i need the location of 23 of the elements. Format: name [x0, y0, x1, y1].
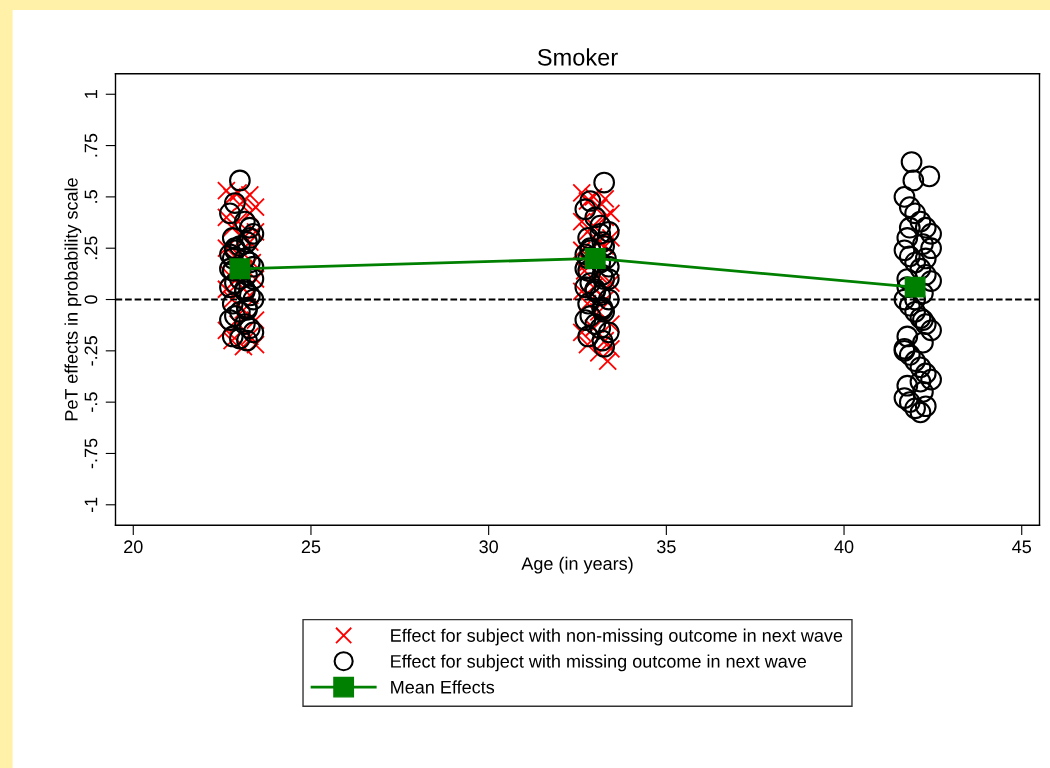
x-tick-label: 30 [479, 540, 498, 554]
y-tick-label: -.75 [84, 438, 98, 469]
point [904, 276, 926, 298]
y-tick-label: 1 [84, 90, 98, 98]
point [229, 258, 251, 280]
y-tick-label: -.5 [84, 392, 98, 412]
x-tick-label: 20 [124, 540, 143, 554]
x-tick-label: 40 [834, 540, 854, 554]
y-tick-label: .25 [84, 236, 98, 260]
x-tick-label: 45 [1012, 540, 1032, 554]
x-tick-label: 35 [656, 540, 676, 554]
legend-label: Effect for subject with missing outcome in next wave [391, 654, 807, 672]
y-tick-label: -1 [84, 497, 98, 513]
x-axis-title: Age (in years) [521, 556, 633, 574]
legend-label: Mean Effects [391, 680, 495, 694]
y-tick-label: .75 [84, 133, 98, 157]
y-axis-title: PeT effects in probability scale [64, 178, 82, 421]
y-tick-label: 0 [84, 295, 98, 304]
x-tick-label: 25 [301, 540, 321, 554]
y-tick-label: -.25 [84, 336, 98, 366]
legend-label: Effect for subject with non-missing outcome in next wave [391, 628, 843, 646]
chart-title: Smoker [537, 48, 618, 66]
y-tick-label: .5 [84, 190, 98, 203]
